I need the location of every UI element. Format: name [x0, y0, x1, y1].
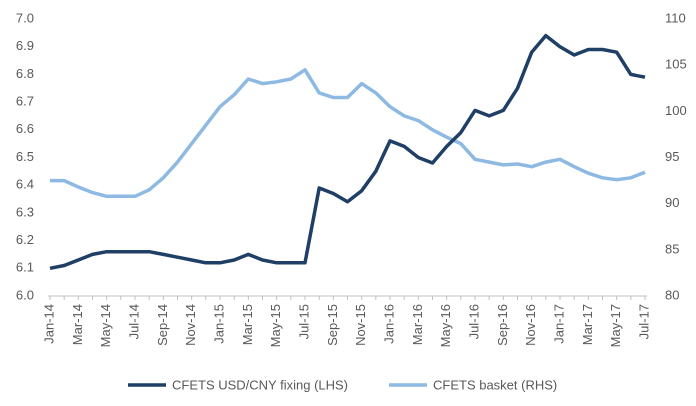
y-tick-label: 6.1 [16, 260, 34, 275]
x-tick-label: Mar-14 [70, 304, 85, 345]
x-tick-label: Mar-16 [410, 304, 425, 345]
y-tick-label: 6.0 [16, 287, 34, 302]
x-tick-label: May-14 [98, 304, 113, 347]
legend-label: CFETS USD/CNY fixing (LHS) [172, 377, 348, 392]
y-tick-label: 6.8 [16, 66, 34, 81]
x-tick-label: Sep-15 [325, 304, 340, 346]
y2-tick-label: 95 [665, 149, 679, 164]
legend-label: CFETS basket (RHS) [433, 377, 557, 392]
y2-tick-label: 100 [665, 103, 687, 118]
x-tick-label: May-16 [438, 304, 453, 347]
x-tick-label: Sep-16 [495, 304, 510, 346]
series-line [49, 33, 646, 271]
x-tick-label: Mar-17 [580, 304, 595, 345]
y2-tick-label: 110 [665, 10, 686, 25]
x-tick-label: Nov-16 [523, 304, 538, 346]
x-tick-label: Nov-15 [353, 304, 368, 346]
x-tick-label: Jan-14 [41, 304, 56, 344]
y-tick-label: 6.5 [16, 149, 34, 164]
x-tick-label: Jul-17 [636, 304, 651, 339]
x-tick-label: Sep-14 [155, 304, 170, 346]
x-tick-label: May-15 [268, 304, 283, 347]
y2-tick-label: 105 [665, 57, 687, 72]
y2-tick-label: 90 [665, 195, 679, 210]
x-tick-label: Jul-14 [126, 304, 141, 339]
y-tick-label: 6.4 [16, 177, 34, 192]
y-tick-label: 6.7 [16, 94, 34, 109]
y2-tick-label: 80 [665, 287, 679, 302]
x-tick-label: Jul-15 [296, 304, 311, 339]
y2-tick-label: 85 [665, 241, 679, 256]
x-tick-label: Nov-14 [183, 304, 198, 346]
y-tick-label: 6.3 [16, 204, 34, 219]
x-tick-label: May-17 [608, 304, 623, 347]
x-tick-label: Jan-16 [381, 304, 396, 344]
y-tick-label: 6.2 [16, 232, 34, 247]
y-tick-label: 6.9 [16, 38, 34, 53]
y-tick-label: 7.0 [16, 10, 34, 25]
y-tick-label: 6.6 [16, 121, 34, 136]
x-tick-label: Mar-15 [240, 304, 255, 345]
x-tick-label: Jan-15 [211, 304, 226, 344]
x-tick-label: Jul-16 [466, 304, 481, 339]
x-tick-label: Jan-17 [551, 304, 566, 344]
series-line [50, 68, 646, 199]
